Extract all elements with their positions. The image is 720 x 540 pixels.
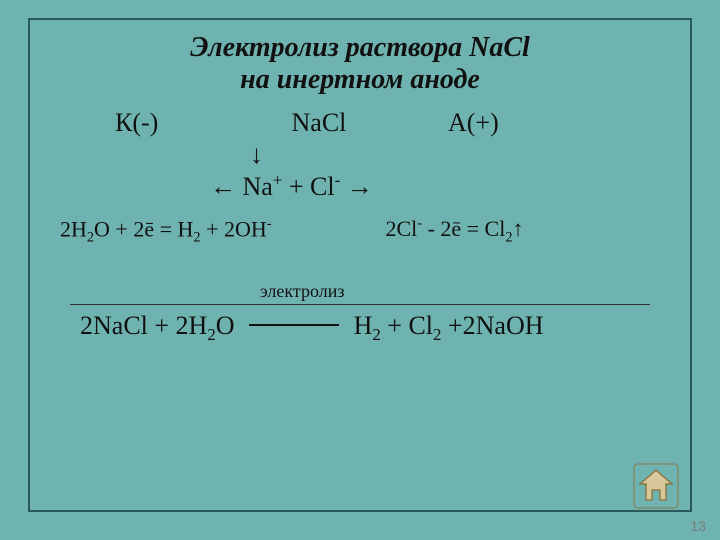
title-line-1: Электролиз раствора NaCl	[190, 32, 530, 63]
reaction-condition-label: электролиз	[260, 281, 660, 302]
electrode-row: К(-) NaCl А(+)	[115, 108, 660, 138]
reaction-arrow	[249, 324, 339, 326]
slide: Электролиз раствора NaCl на инертном ано…	[0, 0, 720, 540]
title-line-2: на инертном аноде	[240, 64, 480, 95]
ions-row: ← Na+ + Cl- →	[210, 170, 660, 202]
slide-title: Электролиз раствора NaCl на инертном ано…	[60, 32, 660, 96]
home-icon[interactable]	[632, 462, 680, 510]
half-reactions-row: 2H2O + 2ē = H2 + 2OH- 2Cl- - 2ē = Cl2↑	[60, 216, 660, 247]
cathode-label: К(-)	[115, 108, 285, 138]
overall-reactants: 2NaCl + 2H2O	[80, 311, 235, 345]
down-arrow: ↓	[250, 140, 660, 170]
anode-half-reaction: 2Cl- - 2ē = Cl2↑	[386, 216, 524, 241]
ions-text: ← Na+ + Cl- →	[210, 172, 373, 201]
anode-label: А(+)	[448, 108, 499, 138]
overall-products: H2 + Cl2 +2NaOH	[354, 311, 544, 345]
compound-label: NaCl	[292, 108, 442, 138]
overall-reaction: 2NaCl + 2H2O H2 + Cl2 +2NaOH	[80, 311, 660, 345]
page-number: 13	[690, 518, 706, 534]
divider-line	[70, 304, 650, 305]
cathode-half-reaction: 2H2O + 2ē = H2 + 2OH-	[60, 216, 380, 247]
slide-inner: Электролиз раствора NaCl на инертном ано…	[28, 18, 692, 512]
